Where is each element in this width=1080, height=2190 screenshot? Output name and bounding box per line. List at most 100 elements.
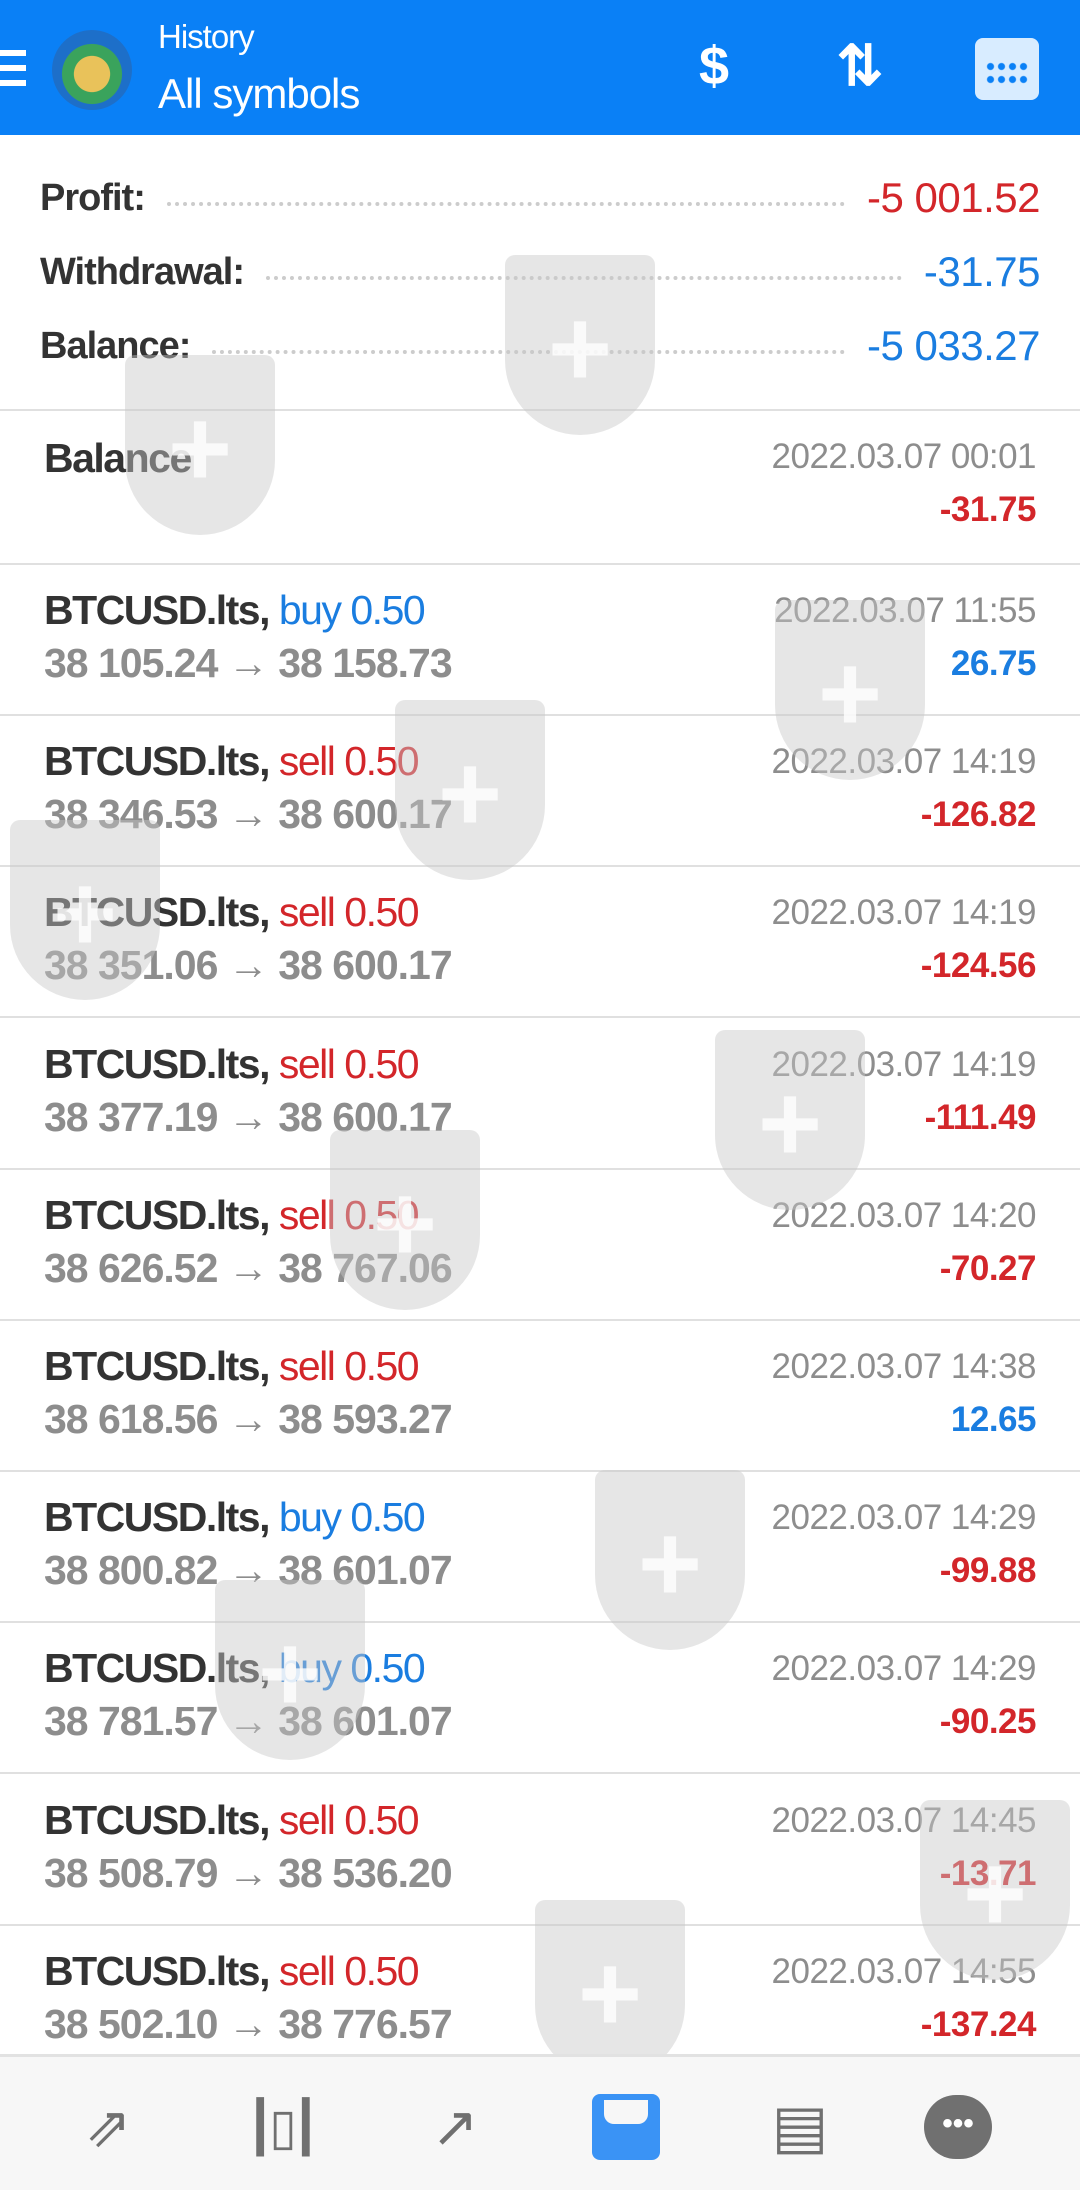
- close-price: 38 536.20: [278, 1849, 452, 1896]
- arrow-icon: →: [227, 1698, 269, 1745]
- deal-row[interactable]: BTCUSD.lts, sell 0.50 38 508.79 → 38 536…: [0, 1775, 1080, 1926]
- deal-profit: -13.71: [939, 1853, 1037, 1893]
- deal-symbol: BTCUSD.lts, sell 0.50: [44, 1343, 420, 1390]
- deal-side-volume: sell 0.50: [278, 1343, 420, 1389]
- deal-row[interactable]: BTCUSD.lts, sell 0.50 38 626.52 → 38 767…: [0, 1170, 1080, 1321]
- arrow-icon: →: [227, 791, 269, 838]
- deal-side-volume: buy 0.50: [278, 1494, 426, 1541]
- deal-prices: 38 781.57 → 38 601.07: [44, 1698, 453, 1745]
- app-logo: [52, 30, 132, 110]
- symbol-name: BTCUSD.lts,: [44, 1343, 270, 1389]
- deal-symbol: BTCUSD.lts, sell 0.50: [44, 889, 420, 936]
- close-price: 38 601.07: [278, 1547, 452, 1594]
- news-icon[interactable]: ▤: [771, 2093, 829, 2160]
- arrow-icon: →: [227, 1849, 269, 1896]
- deal-row[interactable]: BTCUSD.lts, buy 0.50 38 105.24 → 38 158.…: [0, 565, 1080, 716]
- open-price: 38 626.52: [44, 1244, 218, 1291]
- deal-side-volume: sell 0.50: [278, 1796, 420, 1843]
- deal-profit: -99.88: [939, 1551, 1037, 1591]
- symbol-name: BTCUSD.lts,: [44, 1645, 270, 1692]
- deal-side-volume: sell 0.50: [278, 1191, 420, 1238]
- balance-value: -5 033.27: [867, 322, 1040, 369]
- deal-symbol: BTCUSD.lts, sell 0.50: [44, 1040, 420, 1088]
- deal-time: 2022.03.07 14:19: [771, 893, 1037, 933]
- menu-icon[interactable]: [0, 50, 26, 95]
- deal-prices: 38 502.10 → 38 776.57: [44, 2000, 453, 2048]
- deal-time: 2022.03.07 14:38: [771, 1347, 1037, 1386]
- close-price: 38 601.07: [278, 1698, 452, 1745]
- deposit-withdraw-icon[interactable]: $: [698, 36, 730, 96]
- chart-icon[interactable]: ┃▯┃: [245, 2099, 321, 2155]
- deal-prices: 38 508.79 → 38 536.20: [44, 1849, 453, 1897]
- deal-symbol: BTCUSD.lts, buy 0.50: [44, 587, 426, 634]
- withdrawal-label: Withdrawal:: [40, 250, 245, 293]
- close-price: 38 767.06: [278, 1244, 452, 1291]
- open-price: 38 105.24: [44, 640, 218, 686]
- deal-profit: 12.65: [950, 1400, 1037, 1439]
- close-price: 38 600.17: [278, 942, 452, 989]
- deal-profit: -137.24: [920, 2004, 1037, 2044]
- quotes-icon[interactable]: ⇗: [84, 2095, 132, 2158]
- symbol-filter[interactable]: All symbols: [158, 70, 360, 117]
- deal-profit: -70.27: [939, 1248, 1037, 1288]
- sort-icon[interactable]: ⇅: [836, 34, 884, 97]
- balance-operation-row[interactable]: Balance 2022.03.07 00:01 -31.75: [0, 411, 1080, 565]
- deal-time: 2022.03.07 14:19: [771, 1044, 1037, 1084]
- symbol-name: BTCUSD.lts,: [44, 1947, 270, 1994]
- page-title: History: [158, 18, 255, 55]
- close-price: 38 593.27: [278, 1396, 452, 1442]
- deal-prices: 38 618.56 → 38 593.27: [44, 1396, 453, 1443]
- deal-profit: -124.56: [920, 946, 1037, 986]
- deal-side-volume: buy 0.50: [278, 1645, 426, 1692]
- symbol-name: BTCUSD.lts,: [44, 1040, 270, 1087]
- deal-row[interactable]: BTCUSD.lts, sell 0.50 38 351.06 → 38 600…: [0, 867, 1080, 1019]
- symbol-name: BTCUSD.lts,: [44, 1494, 270, 1541]
- trade-icon[interactable]: ↗: [431, 2095, 479, 2158]
- operation-time: 2022.03.07 00:01: [771, 437, 1037, 476]
- history-icon[interactable]: [586, 2087, 666, 2167]
- open-price: 38 377.19: [44, 1093, 218, 1140]
- open-price: 38 508.79: [44, 1849, 218, 1896]
- deal-side-volume: sell 0.50: [278, 738, 420, 785]
- deal-symbol: BTCUSD.lts, sell 0.50: [44, 1191, 420, 1239]
- symbol-name: BTCUSD.lts,: [44, 587, 270, 633]
- profit-value: -5 001.52: [867, 174, 1040, 221]
- deal-row[interactable]: BTCUSD.lts, sell 0.50 38 618.56 → 38 593…: [0, 1321, 1080, 1472]
- app-header: History All symbols $ ⇅: [0, 0, 1080, 135]
- deal-profit: 26.75: [950, 644, 1037, 683]
- arrow-icon: →: [227, 1093, 269, 1140]
- deal-prices: 38 626.52 → 38 767.06: [44, 1244, 453, 1292]
- calendar-icon[interactable]: [975, 38, 1039, 100]
- close-price: 38 158.73: [278, 640, 452, 686]
- summary-withdrawal: Withdrawal: -31.75: [40, 247, 1041, 297]
- deal-row[interactable]: BTCUSD.lts, sell 0.50 38 502.10 → 38 776…: [0, 1926, 1080, 2077]
- deal-row[interactable]: BTCUSD.lts, sell 0.50 38 377.19 → 38 600…: [0, 1019, 1080, 1170]
- symbol-name: BTCUSD.lts,: [44, 738, 270, 785]
- open-price: 38 781.57: [44, 1698, 218, 1745]
- deal-row[interactable]: BTCUSD.lts, sell 0.50 38 346.53 → 38 600…: [0, 716, 1080, 868]
- deal-row[interactable]: BTCUSD.lts, buy 0.50 38 781.57 → 38 601.…: [0, 1623, 1080, 1775]
- summary-profit: Profit: -5 001.52: [40, 173, 1040, 223]
- deal-row[interactable]: BTCUSD.lts, buy 0.50 38 800.82 → 38 601.…: [0, 1472, 1080, 1624]
- arrow-icon: →: [227, 1547, 269, 1594]
- balance-operation-label: Balance: [44, 435, 192, 481]
- deal-prices: 38 346.53 → 38 600.17: [44, 791, 453, 838]
- close-price: 38 600.17: [278, 791, 452, 838]
- withdrawal-value: -31.75: [923, 248, 1041, 295]
- arrow-icon: →: [227, 2000, 269, 2047]
- summary-panel: Profit: -5 001.52 Withdrawal: -31.75 Bal…: [0, 135, 1080, 411]
- symbol-name: BTCUSD.lts,: [44, 1796, 270, 1843]
- deal-side-volume: sell 0.50: [278, 1947, 420, 1994]
- deal-prices: 38 105.24 → 38 158.73: [44, 640, 453, 687]
- deal-side-volume: sell 0.50: [278, 889, 420, 936]
- deal-profit: -126.82: [920, 795, 1037, 835]
- balance-label: Balance:: [40, 324, 191, 367]
- profit-label: Profit:: [40, 176, 146, 219]
- deal-symbol: BTCUSD.lts, buy 0.50: [44, 1645, 426, 1692]
- chat-icon[interactable]: •••: [918, 2087, 998, 2167]
- close-price: 38 776.57: [278, 2000, 452, 2047]
- deal-time: 2022.03.07 14:19: [771, 742, 1037, 782]
- symbol-name: BTCUSD.lts,: [44, 1191, 270, 1238]
- open-price: 38 346.53: [44, 791, 218, 838]
- arrow-icon: →: [227, 942, 269, 989]
